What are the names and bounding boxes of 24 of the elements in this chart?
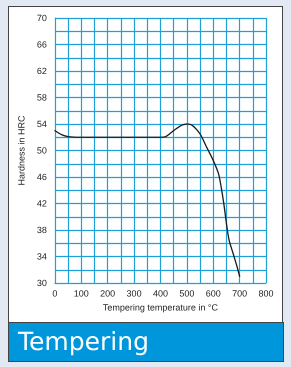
x-tick-label: 300 [126, 288, 142, 298]
x-axis-title: Tempering temperature in °C [102, 302, 219, 312]
x-tick-label: 400 [152, 288, 168, 298]
y-tick-label: 46 [36, 172, 47, 182]
line-series [54, 123, 240, 278]
y-tick-label: 54 [36, 119, 47, 129]
y-tick-label: 62 [36, 66, 47, 76]
text: Tempering [8, 322, 284, 362]
y-tick-label: 50 [36, 146, 47, 156]
x-tick-label: 0 [52, 288, 58, 298]
x-tick-label: 100 [74, 288, 89, 298]
y-tick-label: 66 [36, 40, 47, 50]
y-tick-label: 42 [36, 198, 47, 208]
x-tick-label: 200 [100, 288, 116, 298]
y-tick-label: 70 [36, 13, 47, 23]
y-tick-label: 34 [36, 252, 47, 262]
x-tick-label: 700 [232, 288, 248, 298]
y-tick-label: 30 [36, 278, 47, 288]
x-tick-label: 500 [179, 288, 194, 298]
y-tick-label: 58 [36, 92, 47, 102]
y-axis-title: Hardness in HRC [16, 114, 26, 186]
y-tick-label: 38 [36, 225, 47, 235]
x-tick-label: 800 [258, 288, 274, 298]
x-tick-label: 600 [206, 288, 221, 298]
